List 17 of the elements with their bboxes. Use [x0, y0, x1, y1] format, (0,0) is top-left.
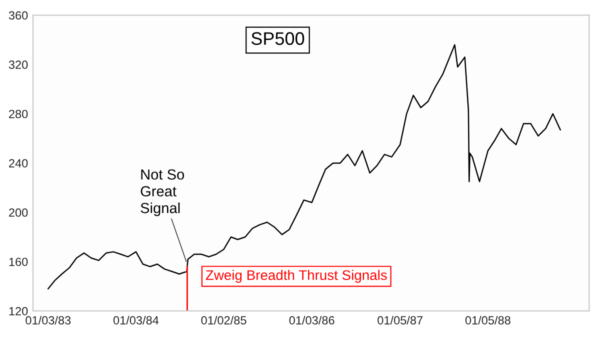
- y-tick-label: 120: [9, 306, 28, 316]
- x-tick-label: 01/05/88: [465, 316, 510, 324]
- x-tick-label: 01/03/84: [113, 316, 159, 324]
- y-tick-label: 240: [9, 159, 28, 168]
- y-tick-label: 200: [9, 208, 28, 217]
- x-tick-label: 01/05/87: [378, 316, 422, 324]
- y-tick-label: 160: [9, 258, 28, 266]
- x-tick-label: 01/02/85: [201, 316, 246, 324]
- x-tick-label: 01/03/86: [289, 316, 334, 324]
- y-tick-label: 320: [8, 60, 28, 69]
- y-tick-label: 360: [8, 11, 28, 20]
- text: SP500: [251, 32, 304, 45]
- ref-line-label: Zweig Breadth Thrust Signals: [206, 270, 387, 283]
- annotation: Not So Great Signal: [140, 169, 184, 216]
- y-tick-label: 280: [9, 110, 28, 118]
- x-tick-label: 01/03/83: [26, 316, 71, 324]
- line-series: [48, 44, 561, 290]
